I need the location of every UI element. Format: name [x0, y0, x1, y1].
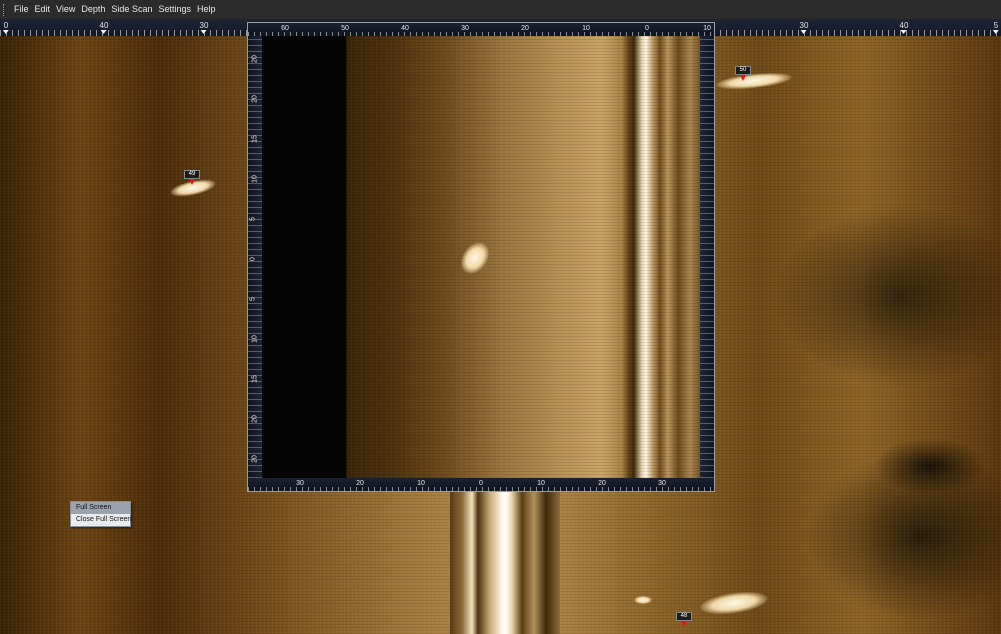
- preview-bottom-ruler: 30 20 10 0 10 20 30: [248, 478, 714, 491]
- preview-ruler-label: 30: [461, 25, 469, 32]
- menu-view[interactable]: View: [56, 4, 76, 14]
- ruler-label: 0: [2, 21, 10, 34]
- zoom-preview-window[interactable]: 60 50 40 30 20 10 0 10 20 20 15 10 5 0 5…: [247, 22, 715, 492]
- nadir-water-column: [450, 491, 560, 634]
- preview-ruler-label: 20: [598, 480, 606, 487]
- preview-sonar-image[interactable]: [262, 36, 700, 478]
- menu-settings[interactable]: Settings: [158, 4, 191, 14]
- menu-item-full-screen[interactable]: Full Screen: [71, 502, 130, 514]
- ruler-label: 30: [799, 21, 809, 34]
- fish-target: [634, 596, 652, 604]
- menu-bar: File Edit View Depth Side Scan Settings …: [0, 0, 1001, 19]
- context-menu: Full Screen Close Full Screen: [70, 501, 131, 527]
- preview-ruler-label: 15: [251, 375, 259, 383]
- menu-item-close-full-screen[interactable]: Close Full Screen: [76, 516, 132, 523]
- sonar-texture: [346, 36, 700, 478]
- menu-edit[interactable]: Edit: [34, 4, 51, 14]
- ruler-tick-marks: [248, 36, 262, 478]
- waypoint-marker[interactable]: 48: [676, 612, 692, 627]
- menu-depth[interactable]: Depth: [81, 4, 106, 14]
- preview-ruler-label: 10: [537, 480, 545, 487]
- ruler-tick-marks: [248, 487, 714, 491]
- preview-ruler-label: 10: [251, 335, 259, 343]
- preview-ruler-label: 60: [281, 25, 289, 32]
- waypoint-number: 48: [676, 612, 692, 621]
- menu-help[interactable]: Help: [196, 4, 216, 14]
- preview-right-ruler: [700, 36, 714, 478]
- preview-ruler-label: 30: [658, 480, 666, 487]
- preview-ruler-label: 20: [251, 55, 259, 63]
- preview-ruler-label: 10: [251, 175, 259, 183]
- preview-ruler-label: 0: [479, 480, 483, 487]
- ruler-label: 40: [899, 21, 909, 34]
- preview-ruler-label: 20: [356, 480, 364, 487]
- preview-ruler-label: 40: [401, 25, 409, 32]
- preview-ruler-label: 0: [249, 257, 257, 261]
- toolbar-grip-handle[interactable]: [3, 3, 10, 16]
- preview-ruler-label: 20: [251, 95, 259, 103]
- preview-ruler-label: 50: [341, 25, 349, 32]
- ruler-label: 30: [199, 21, 209, 34]
- ruler-tick-marks: [700, 36, 714, 478]
- preview-ruler-label: 30: [296, 480, 304, 487]
- preview-top-ruler: 60 50 40 30 20 10 0 10: [248, 23, 714, 36]
- preview-ruler-label: 15: [251, 135, 259, 143]
- preview-ruler-label: 10: [417, 480, 425, 487]
- waypoint-pin-icon: [189, 179, 195, 185]
- waypoint-pin-icon: [681, 621, 687, 627]
- waypoint-number: 49: [184, 170, 200, 179]
- menu-file[interactable]: File: [14, 4, 29, 14]
- preview-ruler-label: 5: [249, 217, 257, 221]
- preview-left-ruler: 20 20 15 10 5 0 5 10 15 20 20: [248, 36, 262, 478]
- preview-ruler-label: 5: [249, 297, 257, 301]
- ruler-label: 40: [99, 21, 109, 34]
- preview-ruler-label: 20: [251, 415, 259, 423]
- waypoint-number: 50: [735, 66, 751, 75]
- ruler-tick-marks: [248, 32, 714, 36]
- waypoint-pin-icon: [740, 75, 746, 81]
- preview-ruler-label: 20: [521, 25, 529, 32]
- waypoint-marker[interactable]: 50: [735, 66, 751, 81]
- preview-ruler-label: 0: [645, 25, 649, 32]
- menu-side-scan[interactable]: Side Scan: [111, 4, 153, 14]
- preview-ruler-label: 10: [703, 25, 711, 32]
- preview-ruler-label: 10: [582, 25, 590, 32]
- ruler-label: 5: [992, 21, 1000, 34]
- preview-ruler-label: 20: [251, 455, 259, 463]
- waypoint-marker[interactable]: 49: [184, 170, 200, 185]
